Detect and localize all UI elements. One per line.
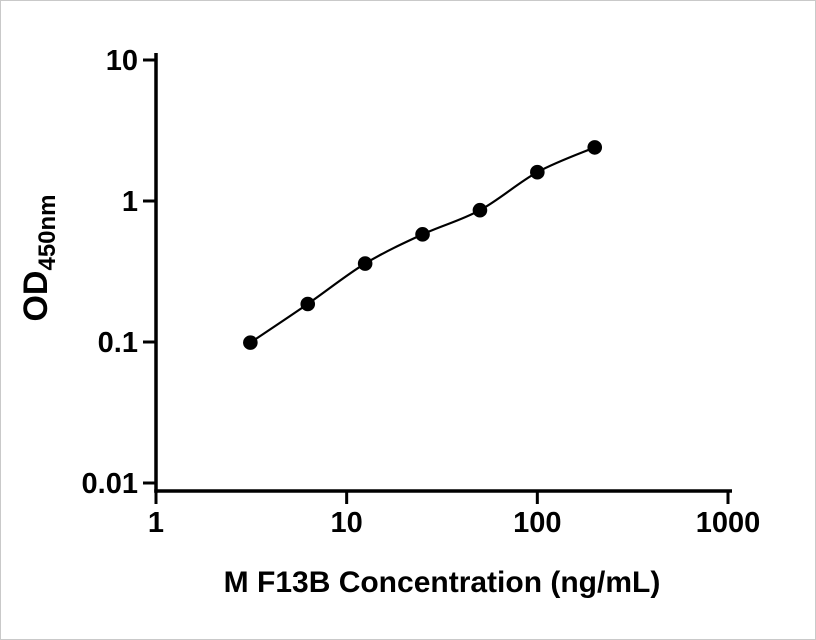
data-point-3.125 [243, 335, 258, 350]
x-tick-label: 100 [513, 507, 561, 539]
y-axis-title-main: OD [17, 271, 55, 322]
x-tick-label: 1 [148, 507, 164, 539]
data-point-50 [472, 202, 488, 218]
x-axis-title: M F13B Concentration (ng/mL) [224, 566, 661, 599]
data-point-25 [415, 227, 430, 242]
y-axis-title: OD450nm [17, 194, 61, 321]
y-tick-label: 0.01 [82, 468, 138, 500]
y-tick-label: 10 [106, 45, 138, 77]
data-point-200 [587, 140, 603, 155]
data-point-6.25 [300, 296, 316, 312]
y-tick-label: 1 [122, 186, 138, 218]
y-axis-title-subscript: 450nm [34, 194, 61, 270]
x-tick-label: 10 [331, 507, 363, 539]
data-point-12.5 [357, 256, 373, 271]
data-point-100 [530, 164, 545, 180]
x-tick-label: 1000 [696, 507, 761, 539]
y-tick-label: 0.1 [98, 327, 138, 359]
